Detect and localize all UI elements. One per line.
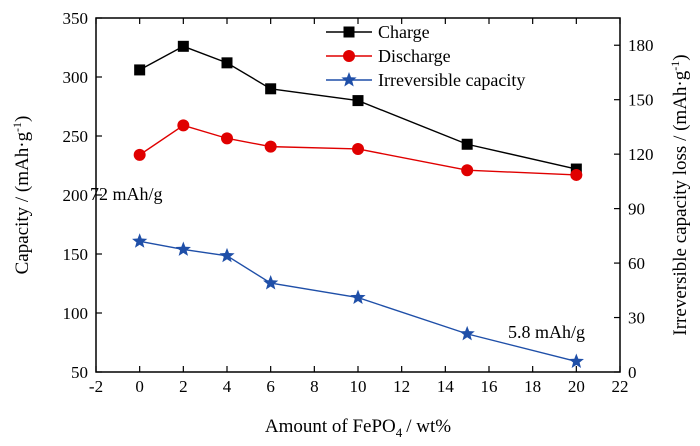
annotation-first: 72 mAh/g	[90, 184, 163, 204]
plot-frame	[95, 17, 621, 373]
data-point-circle	[133, 148, 146, 161]
y-left-tick-label: 200	[63, 186, 89, 205]
axis-ticks	[95, 17, 621, 373]
x-tick-label: 0	[135, 377, 144, 396]
data-point-circle	[570, 168, 583, 181]
data-point-square	[221, 57, 233, 69]
legend-marker	[343, 26, 355, 38]
y-left-tick-label: 100	[63, 304, 89, 323]
y-left-tick-label: 300	[63, 68, 89, 87]
y-right-tick-label: 150	[628, 91, 654, 110]
data-point-circle	[461, 164, 474, 177]
y-right-tick-label: 180	[628, 36, 654, 55]
legend-label: Irreversible capacity	[378, 70, 525, 90]
data-point-square	[265, 83, 277, 95]
data-point-circle	[221, 132, 233, 145]
data-point-square	[461, 138, 473, 150]
tick-labels: -2 0 2 4 6 8 10 12 14 16 18 20 225010015020025030035…	[63, 9, 654, 396]
series-line-star	[139, 240, 577, 363]
x-tick-label: 12	[393, 377, 410, 396]
y-left-tick-label: 350	[63, 9, 89, 28]
x-tick-label: 16	[481, 377, 498, 396]
data-point-circle	[177, 119, 190, 132]
y-right-tick-label: 90	[628, 200, 645, 219]
data-point-square	[177, 40, 189, 52]
legend-label: Discharge	[378, 46, 451, 66]
data-point-star	[263, 275, 279, 290]
series-markers	[132, 40, 584, 368]
x-tick-label: 20	[568, 377, 585, 396]
y-right-tick-label: 0	[628, 363, 637, 382]
data-point-square	[134, 64, 146, 76]
data-point-star	[132, 233, 148, 248]
x-axis-title: Amount of FePO4/ wt%	[265, 416, 451, 440]
x-tick-label: 8	[310, 377, 319, 396]
x-tick-label: 6	[266, 377, 275, 396]
data-point-star	[459, 325, 475, 341]
y-right-tick-label: 60	[628, 254, 645, 273]
legend-label: Charge	[378, 22, 430, 42]
y-left-tick-label: 150	[63, 245, 89, 264]
y-right-tick-label: 30	[628, 309, 645, 328]
data-point-circle	[352, 142, 364, 155]
x-tick-label: -2	[89, 377, 103, 396]
y-axis-right-title: Irreversible capacity loss / (mAh·g-1)	[668, 54, 691, 335]
y-right-tick-label: 120	[628, 145, 654, 164]
x-tick-label: 4	[223, 377, 232, 396]
annotation-last: 5.8 mAh/g	[508, 322, 585, 342]
data-point-star	[219, 247, 235, 263]
x-tick-label: 18	[524, 377, 541, 396]
legend: Charge Discharge Irreversible capacity	[326, 22, 525, 90]
y-left-tick-label: 250	[63, 127, 89, 146]
x-tick-label: 2	[179, 377, 188, 396]
data-point-square	[352, 95, 364, 107]
x-tick-label: 10	[350, 377, 367, 396]
data-point-star	[568, 353, 584, 368]
series-lines	[139, 45, 577, 363]
x-tick-label: 22	[612, 377, 629, 396]
y-axis-left-title: Capacity / (mAh·g-1)	[10, 116, 33, 275]
y-left-tick-label: 50	[71, 363, 88, 382]
legend-marker	[343, 50, 355, 62]
x-tick-label: 14	[437, 377, 455, 396]
data-point-star	[175, 241, 191, 256]
legend-marker	[341, 72, 357, 87]
data-point-star	[350, 289, 366, 305]
data-point-circle	[264, 140, 277, 153]
